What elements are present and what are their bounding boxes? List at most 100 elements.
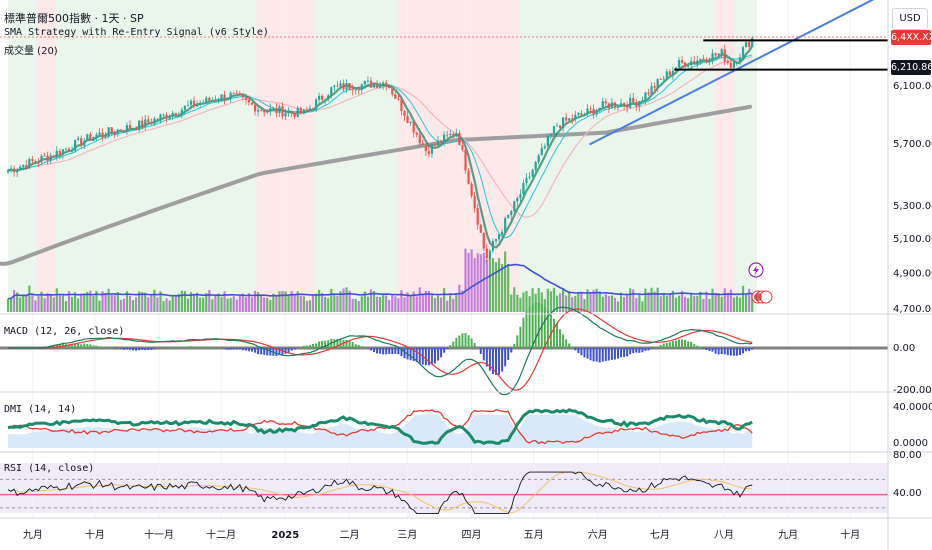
candle-body xyxy=(525,177,528,183)
rsi-legend[interactable]: RSI (14, close) xyxy=(4,463,95,474)
volume-bar xyxy=(104,292,107,312)
candle-body xyxy=(427,151,430,154)
candle-body xyxy=(443,134,446,143)
candle-body xyxy=(379,85,382,88)
volume-bar xyxy=(528,296,531,312)
candle-body xyxy=(238,93,241,96)
macd-histogram-bar xyxy=(238,348,241,350)
macd-histogram-bar xyxy=(729,348,732,356)
candle-body xyxy=(290,111,293,113)
strategy-legend[interactable]: SMA Strategy with Re-Entry Signal (v6 St… xyxy=(4,27,269,38)
volume-bar xyxy=(354,298,357,312)
volume-bar xyxy=(144,292,147,312)
volume-bar xyxy=(751,293,754,312)
sma200-path xyxy=(0,104,752,266)
macd-histogram-bar xyxy=(251,348,253,352)
volume-bar xyxy=(552,287,556,312)
volume-bar xyxy=(275,295,278,312)
user-drawings[interactable] xyxy=(0,0,888,146)
macd-histogram-bar xyxy=(171,346,174,348)
macd-histogram-bar xyxy=(705,348,708,351)
volume-bar xyxy=(284,291,287,312)
candle-body xyxy=(543,146,546,149)
currency-button[interactable]: USD xyxy=(892,8,928,30)
macd-histogram-bar xyxy=(708,348,711,351)
candle-body xyxy=(671,70,674,76)
macd-histogram-bar xyxy=(699,346,702,348)
volume-bar xyxy=(16,292,19,312)
macd-histogram-bar xyxy=(711,348,714,352)
candle-body xyxy=(482,232,485,249)
macd-histogram-bar xyxy=(52,345,55,348)
volume-bar xyxy=(199,297,202,312)
dmi-legend[interactable]: DMI (14, 14) xyxy=(4,404,77,415)
candle-body xyxy=(104,135,107,137)
candle-body xyxy=(741,47,745,58)
volume-bar xyxy=(394,296,397,312)
candle-body xyxy=(656,78,659,88)
candle-body xyxy=(501,231,504,235)
symbol-title[interactable]: 標準普爾500指數 · 1天 · SP xyxy=(4,12,144,25)
volume-bar xyxy=(635,298,638,312)
candle-body xyxy=(70,150,74,152)
volume-bar xyxy=(324,296,327,312)
volume-bar xyxy=(229,297,232,312)
volume-legend[interactable]: 成交量 (20) xyxy=(4,46,58,57)
candle-body xyxy=(196,104,199,107)
candle-body xyxy=(226,97,229,100)
macd-histogram-bar xyxy=(263,348,266,355)
volume-bar xyxy=(177,293,180,312)
candle-body xyxy=(531,169,534,177)
macd-histogram-bar xyxy=(144,348,147,351)
volume-bar xyxy=(619,292,623,312)
macd-histogram-bar xyxy=(473,342,476,348)
candle-body xyxy=(296,107,299,117)
candle-body xyxy=(247,99,251,103)
volume-bar xyxy=(150,295,153,312)
candle-body xyxy=(217,100,220,102)
volume-bar xyxy=(153,289,156,312)
candle-body xyxy=(363,81,366,85)
macd-histogram-bar xyxy=(443,348,446,353)
volume-bar xyxy=(238,295,241,312)
level-price-badge: 6,210.86 xyxy=(891,60,932,75)
candle-body xyxy=(598,107,601,111)
candle-body xyxy=(260,109,263,111)
macd-histogram-bar xyxy=(427,348,430,366)
volume-bar xyxy=(516,294,519,312)
candle-body xyxy=(528,176,531,178)
macd-histogram-bar xyxy=(391,348,394,355)
volume-bar xyxy=(610,295,613,312)
candle-body xyxy=(250,102,254,105)
volume-bar xyxy=(616,301,620,312)
macd-histogram-bar xyxy=(321,340,324,348)
macd-histogram-bar xyxy=(659,344,662,348)
volume-bar xyxy=(266,297,269,312)
macd-histogram-bar xyxy=(287,348,290,353)
candle-body xyxy=(516,198,519,202)
macd-histogram-bar xyxy=(290,348,293,351)
candle-body xyxy=(58,150,61,155)
macd-histogram-bar xyxy=(229,348,232,350)
volume-bar xyxy=(449,293,452,312)
volume-bar xyxy=(680,290,684,312)
volume-bar xyxy=(92,296,95,312)
volume-bar xyxy=(74,292,77,312)
lightning-icon-glyph xyxy=(753,265,759,276)
bull-background xyxy=(8,0,757,312)
volume-bar xyxy=(726,292,729,312)
macd-legend[interactable]: MACD (12, 26, close) xyxy=(4,326,125,337)
volume-bar xyxy=(348,290,351,312)
macd-histogram-bar xyxy=(604,348,607,362)
volume-bar xyxy=(214,294,217,312)
volume-bar xyxy=(705,291,708,312)
volume-bar xyxy=(436,295,440,312)
volume-bar xyxy=(510,294,513,312)
macd-histogram-bar xyxy=(537,302,540,348)
macd-histogram-bar xyxy=(132,348,135,351)
dmi-tick-label: 0.0000 xyxy=(893,438,928,449)
volume-bar xyxy=(147,297,150,312)
volume-bar xyxy=(64,301,68,312)
candle-body xyxy=(369,80,373,88)
